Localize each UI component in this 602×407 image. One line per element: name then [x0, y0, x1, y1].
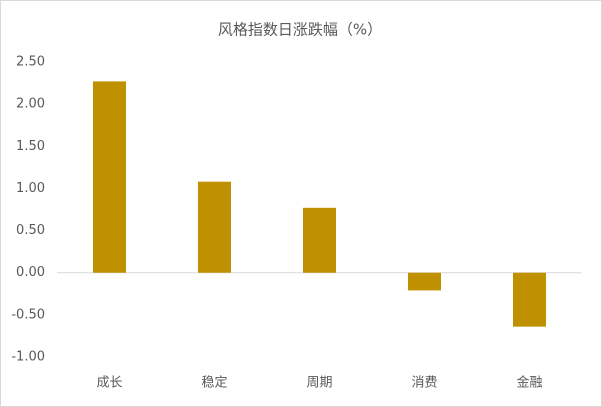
y-tick-label: -1.00 [11, 350, 45, 365]
x-tick-label: 金融 [516, 375, 542, 391]
bar [198, 181, 231, 273]
chart-title: 风格指数日涨跌幅（%） [218, 21, 382, 39]
x-tick-label: 成长 [96, 376, 122, 391]
x-tick-label: 消费 [411, 376, 437, 391]
x-tick-label: 周期 [306, 376, 332, 391]
y-tick-label: 2.00 [16, 97, 45, 112]
y-tick-label: -0.50 [11, 307, 45, 322]
y-tick-label: 2.50 [16, 55, 45, 70]
bar [303, 207, 336, 273]
bar [408, 272, 441, 291]
y-tick-label: 0.50 [16, 223, 45, 238]
bar [513, 272, 546, 327]
y-tick-label: 0.00 [16, 265, 45, 280]
y-tick-label: 1.50 [16, 139, 45, 154]
bar [93, 81, 126, 273]
x-tick-label: 稳定 [201, 375, 227, 391]
y-tick-label: 1.00 [16, 181, 45, 196]
